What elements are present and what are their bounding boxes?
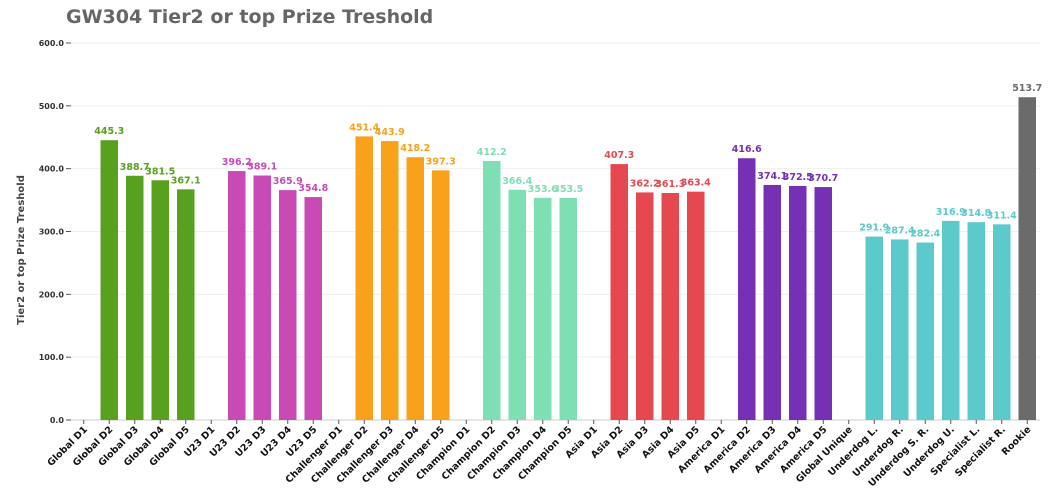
bar <box>534 197 552 420</box>
bar <box>228 171 246 420</box>
bar-value-label: 389.1 <box>247 162 277 173</box>
bar-value-label: 353.5 <box>553 184 583 195</box>
bar <box>483 161 501 420</box>
bar-value-label: 287.4 <box>885 225 915 236</box>
bar <box>100 140 118 420</box>
bar <box>661 192 679 420</box>
bar <box>636 192 654 420</box>
bar-value-label: 361.3 <box>655 179 685 190</box>
y-tick-label: 600.0 <box>39 39 65 48</box>
bar <box>891 239 909 420</box>
bar <box>279 190 297 420</box>
bar <box>508 189 526 420</box>
bar-value-label: 362.2 <box>630 178 660 189</box>
bar-value-label: 311.4 <box>987 210 1017 221</box>
bar <box>559 197 577 420</box>
bar <box>942 220 960 420</box>
bar <box>789 185 807 420</box>
bar-value-label: 353.6 <box>528 184 558 195</box>
bar <box>304 197 322 420</box>
bar <box>1018 97 1036 421</box>
y-tick-label: 300.0 <box>39 228 65 237</box>
bar-value-label: 445.3 <box>94 126 124 137</box>
bar <box>406 157 424 420</box>
bar-value-label: 418.2 <box>400 143 430 154</box>
bar-value-label: 381.5 <box>145 166 175 177</box>
bar-value-label: 412.2 <box>477 147 507 158</box>
y-tick-label: 0.0 <box>50 416 65 425</box>
bar-value-label: 374.1 <box>757 171 787 182</box>
bar <box>253 175 271 420</box>
bar <box>151 180 169 420</box>
bar <box>432 170 450 420</box>
bar-value-label: 397.3 <box>426 156 456 167</box>
bar-value-label: 513.7 <box>1012 83 1042 94</box>
bar-value-label: 370.7 <box>808 173 838 184</box>
y-axis: 0.0 100.0 200.0 300.0 400.0 500.0 600.0 <box>39 39 71 425</box>
bar <box>610 164 628 420</box>
bar <box>687 191 705 420</box>
bar-value-label: 366.4 <box>502 176 532 187</box>
bar-value-label: 291.9 <box>859 223 889 234</box>
chart-title: GW304 Tier2 or top Prize Treshold <box>66 6 434 28</box>
bar-value-label: 316.9 <box>936 207 966 218</box>
bar <box>126 175 144 420</box>
bars-layer <box>100 97 1036 421</box>
bar-value-label: 282.4 <box>910 229 940 240</box>
bar <box>865 236 883 420</box>
bar-value-label: 388.7 <box>120 162 150 173</box>
y-tick-label: 400.0 <box>39 165 65 174</box>
bar-value-label: 451.4 <box>349 122 379 133</box>
bar-value-label: 363.4 <box>681 178 711 189</box>
y-tick-label: 500.0 <box>39 102 65 111</box>
bar-value-label: 367.1 <box>171 175 201 186</box>
bar <box>763 184 781 420</box>
bar-value-label: 314.8 <box>961 208 991 219</box>
bar-value-label: 372.5 <box>783 172 813 183</box>
bar <box>916 242 934 420</box>
bar <box>381 141 399 421</box>
bar <box>738 158 756 420</box>
bar-value-label: 396.2 <box>222 157 252 168</box>
y-tick-label: 200.0 <box>39 290 65 299</box>
y-axis-title: Tier2 or top Prize Treshold <box>16 175 27 325</box>
bar-value-label: 354.8 <box>298 183 328 194</box>
y-tick-label: 100.0 <box>39 353 65 362</box>
bar <box>177 189 195 420</box>
bar-value-label: 407.3 <box>604 150 634 161</box>
bar <box>355 136 373 420</box>
bar <box>967 222 985 420</box>
bar <box>814 187 832 420</box>
bar-value-label: 416.6 <box>732 144 762 155</box>
bar <box>993 224 1011 420</box>
bar-value-label: 365.9 <box>273 176 303 187</box>
bar-value-label: 443.9 <box>375 127 405 138</box>
